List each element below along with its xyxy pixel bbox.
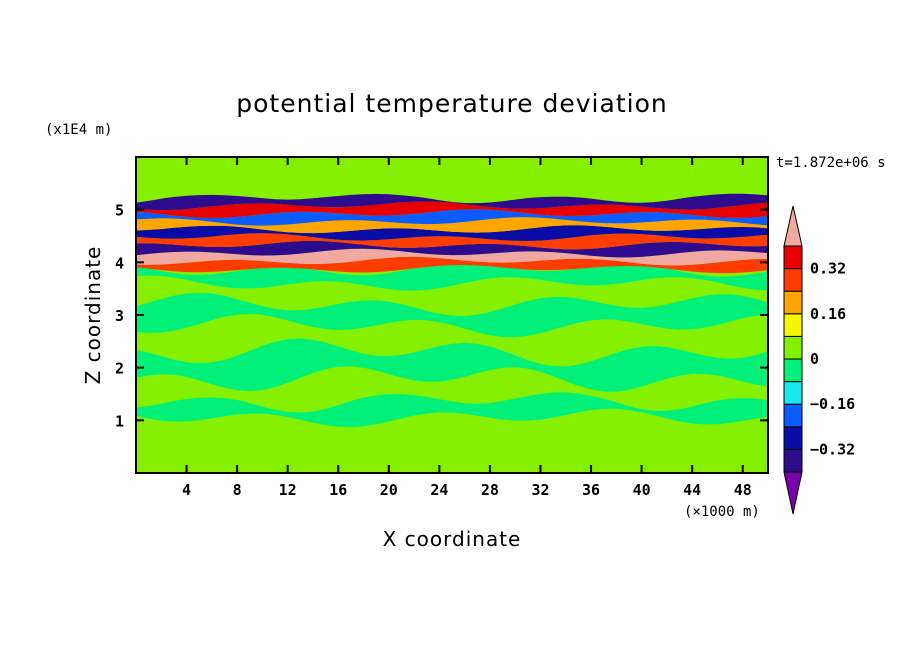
colorbar: 0.32 0.16 0 −0.16 −0.32	[783, 205, 855, 515]
colorbar-extend-bottom	[783, 471, 803, 515]
y-axis-label: Z coordinate	[81, 246, 105, 385]
contour-band	[136, 157, 768, 174]
contour-band	[136, 217, 768, 234]
colorbar-segment	[783, 448, 803, 473]
x-axis-label: X coordinate	[383, 527, 522, 551]
colorbar-segment	[783, 403, 803, 428]
colorbar-segment	[783, 358, 803, 383]
y-unit-label: (x1E4 m)	[45, 122, 112, 138]
x-tick-label: 36	[582, 481, 600, 499]
contour-band	[136, 157, 768, 196]
colorbar-tick-label: −0.16	[810, 395, 855, 413]
x-tick-label: 20	[380, 481, 398, 499]
y-tick-label: 4	[115, 254, 124, 272]
colorbar-segment	[783, 381, 803, 405]
x-tick-label: 4	[182, 481, 191, 499]
colorbar-segment	[783, 290, 803, 315]
y-tick-label: 3	[115, 307, 124, 325]
x-ticks: 4 8 12 16 20 24 28 32 36 40 44 48	[182, 157, 752, 499]
y-tick-label: 5	[115, 202, 124, 220]
x-tick-label: 32	[531, 481, 549, 499]
field-layer	[136, 157, 768, 473]
x-tick-label: 16	[329, 481, 347, 499]
x-tick-label: 24	[430, 481, 448, 499]
colorbar-segment	[783, 313, 803, 337]
contour-band	[136, 240, 768, 258]
contour-band	[136, 338, 768, 392]
contour-band	[136, 209, 768, 226]
x-tick-label: 44	[683, 481, 701, 499]
colorbar-segment	[783, 245, 803, 270]
colorbar-segment	[783, 426, 803, 450]
colorbar-tick-label: 0	[810, 350, 819, 368]
contour-band	[136, 233, 768, 250]
time-label: t=1.872e+06 s	[776, 155, 886, 171]
x-tick-label: 8	[233, 481, 242, 499]
x-tick-label: 12	[279, 481, 297, 499]
contour-band	[136, 409, 768, 443]
contour-band	[136, 292, 768, 338]
y-tick-label: 1	[115, 412, 124, 430]
colorbar-tick-label: 0.16	[810, 305, 846, 323]
contour-band	[136, 392, 768, 428]
x-tick-label: 48	[734, 481, 752, 499]
contour-band	[136, 261, 768, 291]
contour-band	[136, 225, 768, 241]
colorbar-segment	[783, 268, 803, 292]
contour-band	[136, 448, 768, 473]
colorbar-extend-top	[783, 205, 803, 247]
x-unit-label: (×1000 m)	[684, 504, 760, 520]
contour-band	[136, 201, 768, 218]
x-tick-label: 40	[633, 481, 651, 499]
y-tick-label: 2	[115, 360, 124, 378]
contour-band	[136, 311, 768, 367]
colorbar-tick-label: 0.32	[810, 260, 846, 278]
x-tick-label: 28	[481, 481, 499, 499]
plot-area	[136, 157, 768, 473]
contour-band	[136, 368, 768, 413]
contour-band	[136, 248, 768, 266]
y-ticks: 1 2 3 4 5	[115, 202, 768, 430]
contour-band	[136, 271, 768, 316]
colorbar-segment	[783, 335, 803, 360]
contour-band	[136, 256, 768, 274]
chart-title: potential temperature deviation	[236, 89, 667, 118]
contour-band	[136, 420, 768, 470]
colorbar-tick-label: −0.32	[810, 440, 855, 458]
